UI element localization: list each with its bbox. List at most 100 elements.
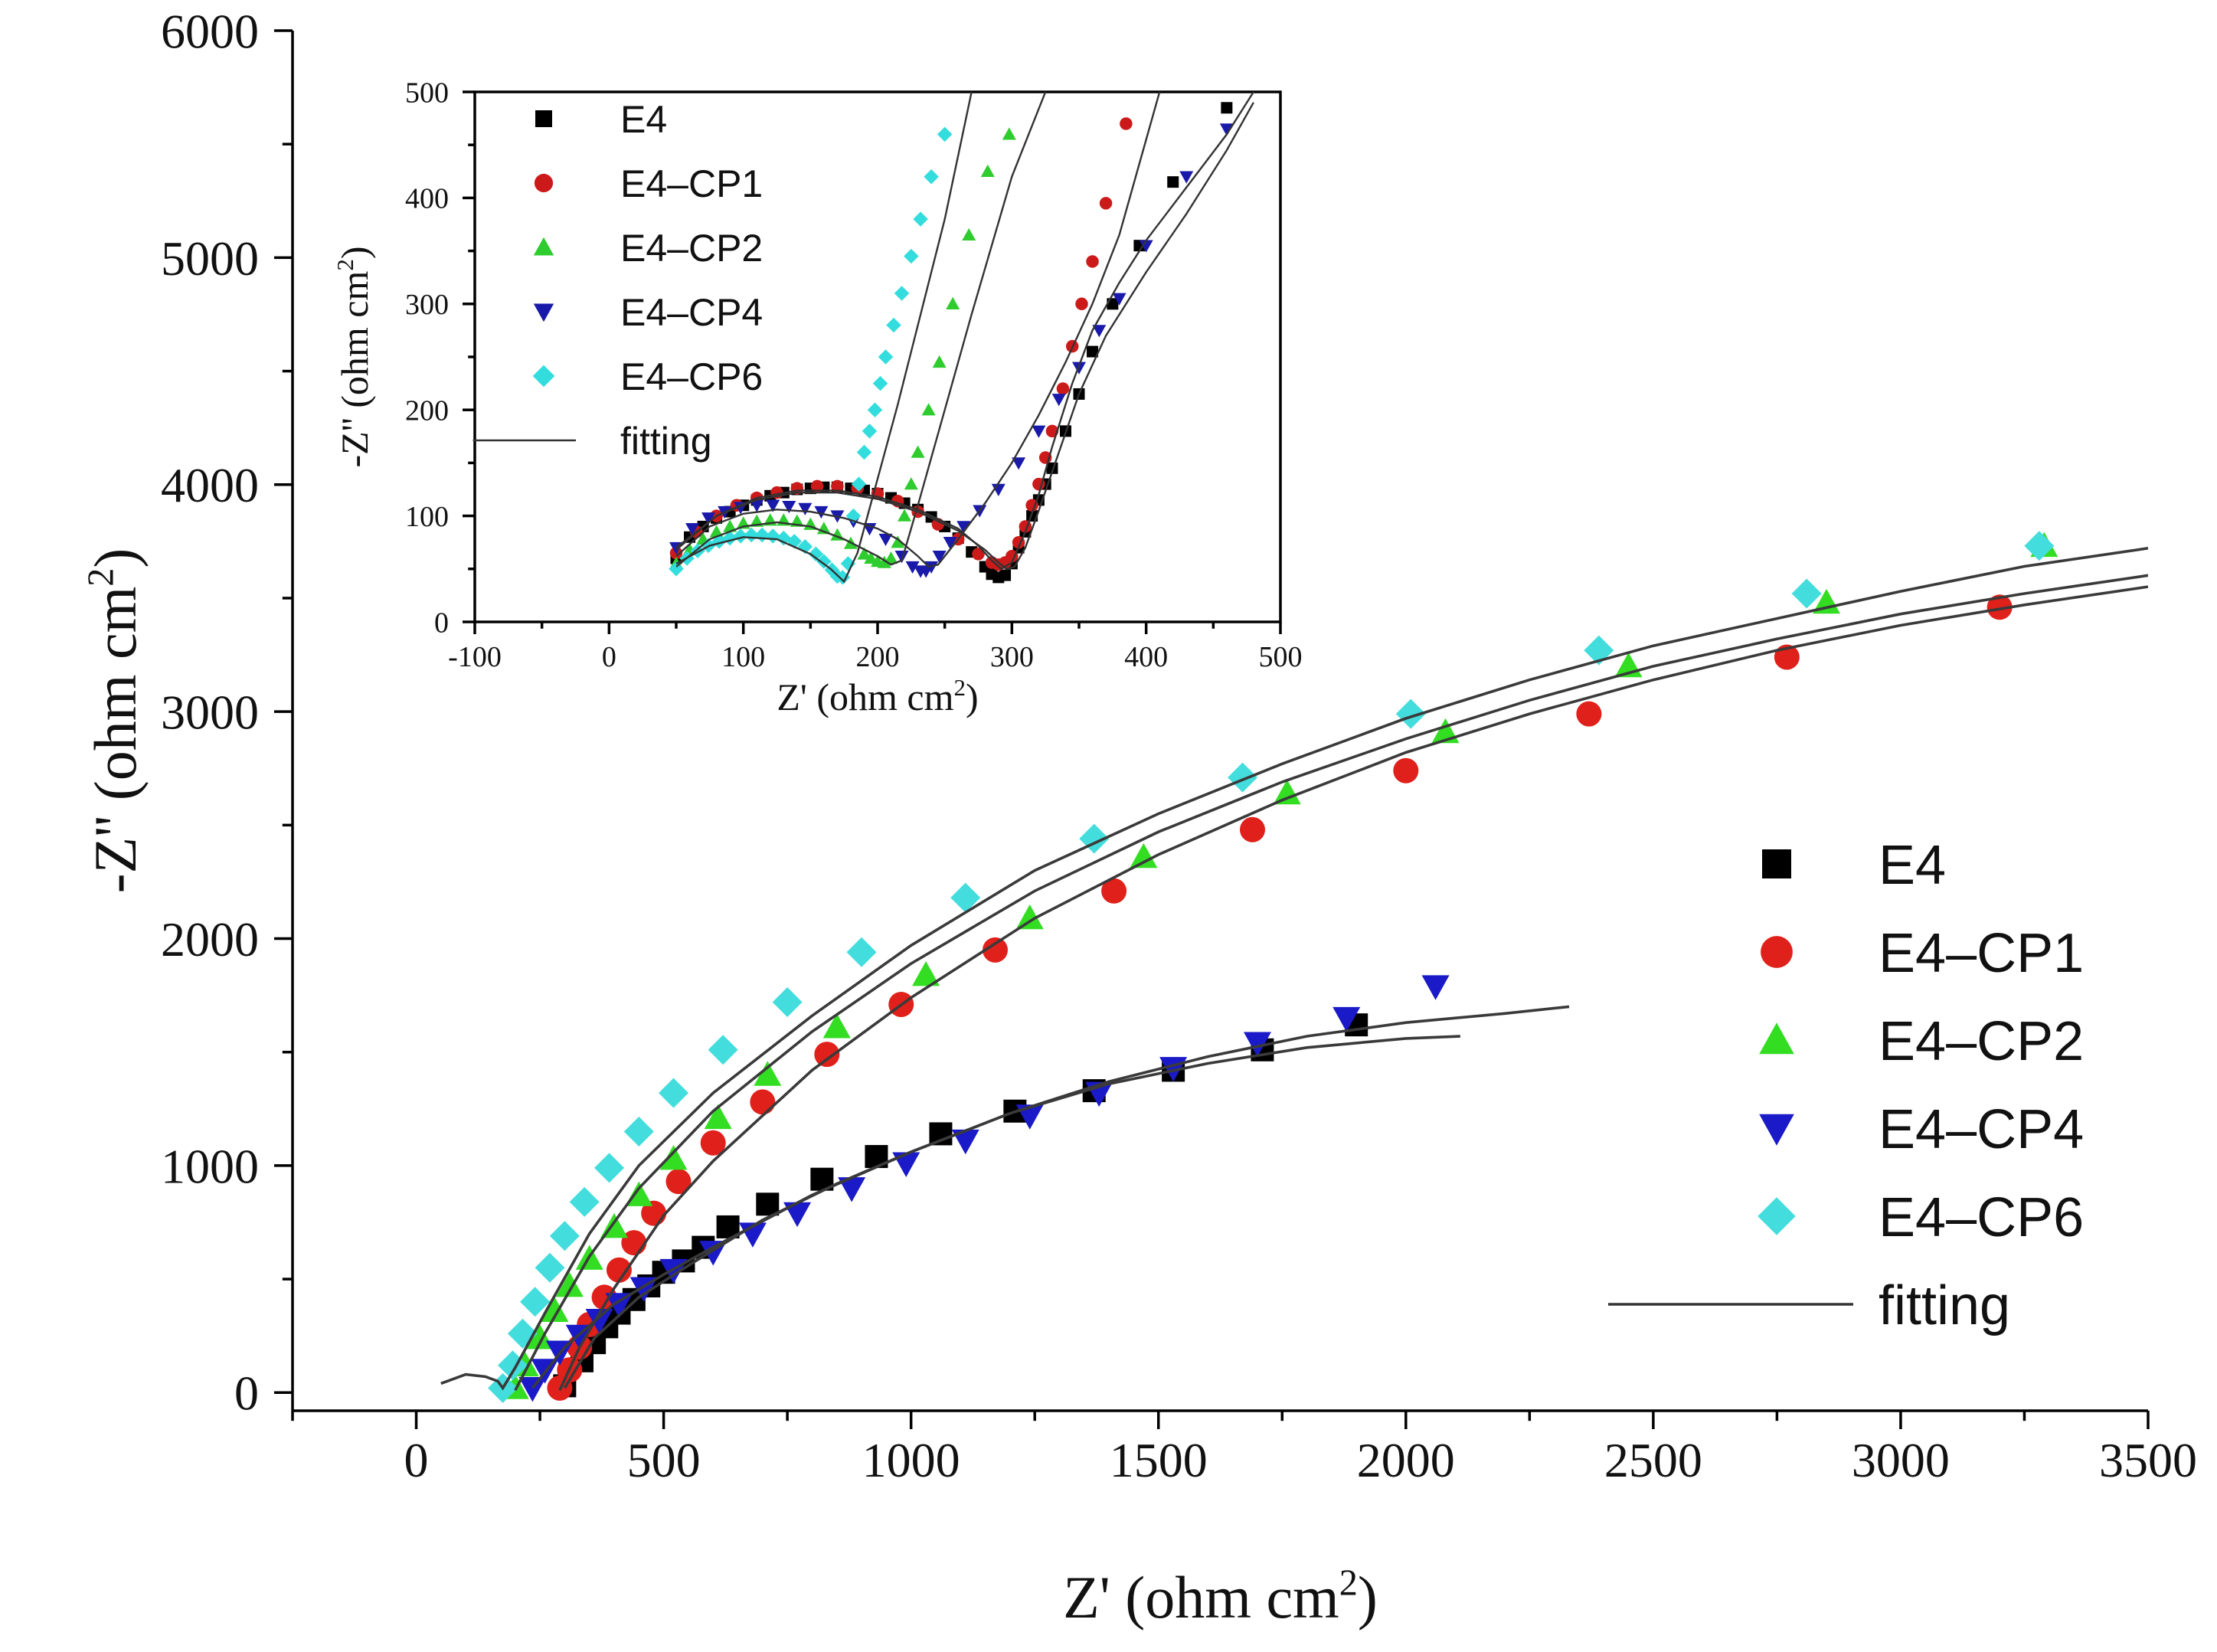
inset-x-tick-label: 500 <box>1259 641 1303 673</box>
main-point-e4-cp1 <box>814 1042 840 1068</box>
inset-x-tick-label: 200 <box>856 641 900 673</box>
inset-point-e4-cp1 <box>831 479 844 493</box>
inset-x-tick-label: 300 <box>990 641 1034 673</box>
main-point-e4-cp6 <box>1395 698 1426 729</box>
inset-legend-label-e4-cp6: E4–CP6 <box>620 355 763 398</box>
inset-point-e4-cp6 <box>808 546 824 562</box>
inset-point-e4-cp2 <box>884 551 898 564</box>
main-point-e4-cp4 <box>585 1309 613 1334</box>
main-point-e4-cp1 <box>591 1284 617 1310</box>
main-point-e4 <box>756 1192 780 1216</box>
main-point-e4-cp1 <box>1393 757 1419 783</box>
inset-point-e4-cp2 <box>857 547 871 560</box>
inset-legend-label-fitting: fitting <box>620 420 712 463</box>
inset-point-e4-cp6 <box>862 424 878 439</box>
main-legend-label-e4-cp2: E4–CP2 <box>1879 1011 2084 1072</box>
inset-y-tick-label: 500 <box>405 77 449 109</box>
main-point-e4-cp1 <box>1239 816 1265 842</box>
inset-x-tick-label: 0 <box>602 641 616 673</box>
inset-x-tick-label: 400 <box>1124 641 1168 673</box>
main-point-e4-cp4 <box>518 1376 547 1402</box>
inset-legend-label-e4-cp1: E4–CP1 <box>620 162 763 205</box>
main-y-tick-label: 6000 <box>161 4 259 58</box>
inset-fitting-line-3 <box>675 92 1161 568</box>
main-y-tick-label: 4000 <box>161 458 259 512</box>
inset-point-e4-cp6 <box>856 444 872 460</box>
inset-x-tick-label: -100 <box>448 641 502 673</box>
inset-point-e4-cp4 <box>750 499 764 512</box>
main-data-area <box>440 531 2148 1403</box>
main-point-e4-cp6 <box>659 1078 689 1108</box>
inset-legend-marker-e4-cp4 <box>533 303 554 322</box>
inset-point-e4-cp2 <box>980 164 995 177</box>
inset-point-e4-cp4 <box>894 550 909 564</box>
inset-point-e4-cp2 <box>962 227 976 241</box>
inset-point-e4 <box>1167 176 1179 188</box>
inset-point-e4-cp4 <box>814 505 829 519</box>
inset-point-e4-cp1 <box>1056 382 1070 395</box>
main-point-e4-cp4 <box>1243 1032 1271 1057</box>
inset-point-e4-cp2 <box>723 519 737 532</box>
inset-legend: E4 E4–CP1 E4–CP2 E4–CP4 E4–CP6 fitting <box>473 98 763 463</box>
inset-point-e4-cp4 <box>905 561 920 574</box>
main-point-e4-cp2 <box>541 1297 569 1322</box>
main-y-tick-label: 1000 <box>161 1139 259 1193</box>
inset-legend-label-e4-cp2: E4–CP2 <box>620 227 763 270</box>
inset-background <box>475 92 1280 622</box>
main-x-tick-label: 0 <box>404 1433 429 1487</box>
inset-point-e4-cp6 <box>878 349 894 365</box>
main-point-e4-cp1 <box>1986 594 2013 620</box>
inset-legend-marker-e4-cp6 <box>532 365 555 388</box>
main-point-e4-cp6 <box>950 882 981 913</box>
main-y-tick-label: 0 <box>234 1366 259 1421</box>
main-point-e4-cp4 <box>565 1324 593 1350</box>
main-x-tick-label: 2000 <box>1357 1433 1455 1487</box>
inset-point-e4-cp6 <box>904 248 919 264</box>
inset-point-e4-cp1 <box>1086 255 1099 268</box>
main-point-e4-cp2 <box>912 960 940 986</box>
main-point-e4-cp6 <box>594 1153 625 1183</box>
main-legend-label-fitting: fitting <box>1879 1275 2010 1336</box>
main-point-e4-cp4 <box>1421 975 1450 1000</box>
main-point-e4-cp1 <box>665 1169 692 1195</box>
main-x-tick-label: 1500 <box>1110 1433 1208 1487</box>
inset-point-e4-cp4 <box>782 500 796 514</box>
main-x-tick-label: 2500 <box>1604 1433 1702 1487</box>
main-point-e4-cp6 <box>772 987 803 1018</box>
main-point-e4-cp4 <box>951 1129 979 1155</box>
main-legend-marker-e4-cp6 <box>1758 1197 1796 1235</box>
main-point-e4-cp1 <box>1101 878 1127 904</box>
inset-point-e4-cp2 <box>877 555 891 568</box>
main-point-e4-cp2 <box>1130 842 1158 869</box>
main-x-tick-label: 3500 <box>2099 1433 2197 1487</box>
main-legend-label-e4-cp1: E4–CP1 <box>1879 923 2084 984</box>
inset-fitting-line-2 <box>675 92 1047 568</box>
main-point-e4-cp6 <box>1791 578 1822 609</box>
main-point-e4-cp4 <box>838 1177 866 1202</box>
inset-point-e4-cp1 <box>972 548 985 561</box>
main-point-e4-cp2 <box>526 1324 554 1349</box>
main-fitting-line-5 <box>563 1035 1460 1389</box>
main-point-e4-cp6 <box>569 1186 600 1217</box>
main-series-e4-cp6 <box>488 531 2055 1403</box>
inset-point-e4 <box>1087 345 1099 358</box>
main-x-axis-title: Z' (ohm cm2) <box>1063 1562 1378 1631</box>
inset-point-e4-cp6 <box>851 476 867 492</box>
inset-fitting-line-4 <box>675 92 1254 571</box>
main-legend: E4 E4–CP1 E4–CP2 E4–CP4 E4–CP6 fitting <box>1608 835 2084 1336</box>
inset-point-e4-cp2 <box>932 355 947 368</box>
inset-point-e4-cp6 <box>867 402 883 417</box>
inset-point-e4-cp4 <box>1139 240 1153 253</box>
main-y-tick-label: 2000 <box>161 912 259 967</box>
inset-point-e4-cp6 <box>872 375 888 391</box>
main-point-e4-cp2 <box>659 1145 688 1170</box>
main-legend-marker-e4-cp4 <box>1759 1114 1794 1146</box>
inset-point-e4-cp6 <box>937 126 953 142</box>
inset-point-e4-cp2 <box>709 525 724 538</box>
main-point-e4-cp2 <box>704 1104 732 1130</box>
main-y-tick-label: 5000 <box>161 231 259 286</box>
inset-point-e4-cp4 <box>932 550 947 564</box>
inset-point-e4-cp2 <box>891 535 905 548</box>
inset-point-e4-cp6 <box>733 528 748 544</box>
